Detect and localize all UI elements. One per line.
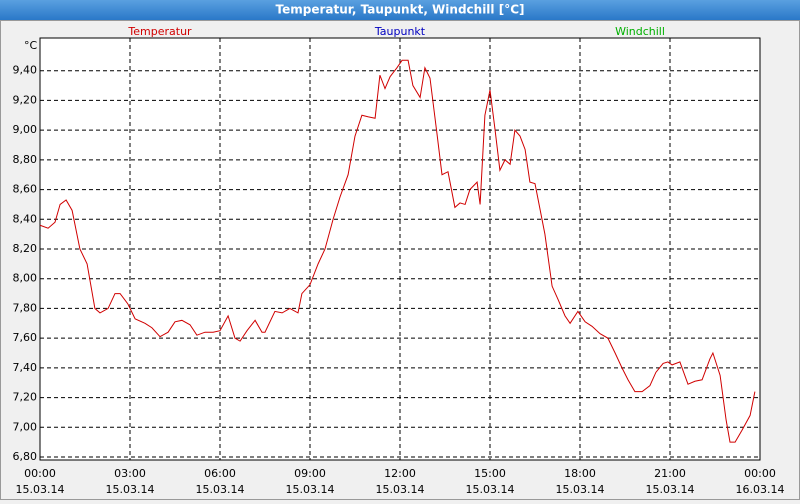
x-tick-label: 12:00	[384, 467, 416, 480]
chart-title: Temperatur, Taupunkt, Windchill [°C]	[276, 3, 525, 17]
x-tick-label: 18:00	[564, 467, 596, 480]
x-tick-date: 16.03.14	[736, 483, 785, 496]
x-tick-date: 15.03.14	[466, 483, 515, 496]
temperature-line	[39, 59, 756, 443]
y-tick-label: 7,40	[13, 361, 38, 374]
y-tick-label: 8,40	[13, 212, 38, 225]
y-tick-label: 9,00	[13, 123, 38, 136]
y-tick-label: 8,00	[13, 272, 38, 285]
legend-entry: Temperatur	[127, 25, 192, 38]
x-tick-label: 09:00	[294, 467, 326, 480]
y-tick-label: 7,80	[13, 301, 38, 314]
x-tick-date: 15.03.14	[376, 483, 425, 496]
y-tick-label: 7,60	[13, 331, 38, 344]
x-tick-label: 06:00	[204, 467, 236, 480]
y-tick-label: 6,80	[13, 450, 38, 463]
x-tick-date: 15.03.14	[16, 483, 65, 496]
y-tick-label: 8,80	[13, 153, 38, 166]
title-bar	[0, 0, 800, 20]
x-tick-date: 15.03.14	[196, 483, 245, 496]
x-tick-label: 21:00	[654, 467, 686, 480]
y-tick-label: 9,20	[13, 93, 38, 106]
x-tick-date: 15.03.14	[556, 483, 605, 496]
x-tick-date: 15.03.14	[646, 483, 695, 496]
x-tick-label: 03:00	[114, 467, 146, 480]
y-tick-label: 7,00	[13, 420, 38, 433]
x-tick-label: 00:00	[24, 467, 56, 480]
x-tick-label: 00:00	[744, 467, 776, 480]
y-tick-label: 8,20	[13, 242, 38, 255]
x-tick-label: 15:00	[474, 467, 506, 480]
legend-entry: Windchill	[615, 25, 665, 38]
x-tick-date: 15.03.14	[286, 483, 335, 496]
y-tick-label: 8,60	[13, 183, 38, 196]
plot-border	[39, 37, 761, 461]
legend-entry: Taupunkt	[374, 25, 426, 38]
x-tick-date: 15.03.14	[106, 483, 155, 496]
y-tick-label: 7,20	[13, 391, 38, 404]
y-tick-label: 9,40	[13, 64, 38, 77]
y-axis-label: °C	[24, 39, 38, 52]
